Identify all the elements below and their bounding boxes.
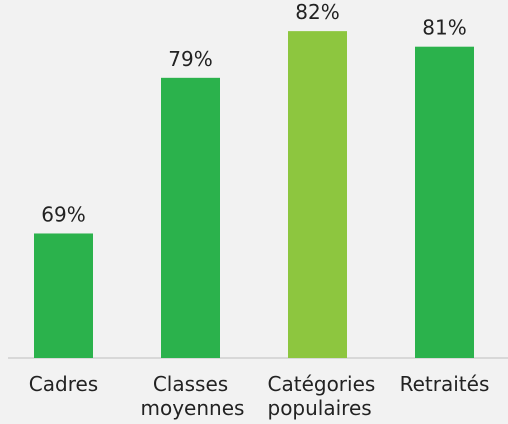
bar (34, 233, 93, 358)
bar (415, 46, 474, 359)
value-label: 69% (41, 202, 85, 226)
value-label: 81% (422, 16, 466, 40)
x-tick-label: Retraités (399, 372, 490, 396)
x-tick-label-box: Retraités (381, 372, 508, 396)
x-tick-label-box: Catégories populaires (254, 372, 381, 420)
value-label: 82% (295, 0, 339, 24)
x-tick-label: Classes moyennes (140, 372, 245, 420)
bar (288, 31, 347, 359)
bar (161, 77, 220, 359)
x-tick-label: Cadres (28, 372, 99, 396)
x-tick-label-box: Classes moyennes (127, 372, 254, 420)
x-tick-label: Catégories populaires (267, 372, 376, 420)
x-tick-label-box: Cadres (0, 372, 127, 396)
value-label: 79% (168, 47, 212, 71)
